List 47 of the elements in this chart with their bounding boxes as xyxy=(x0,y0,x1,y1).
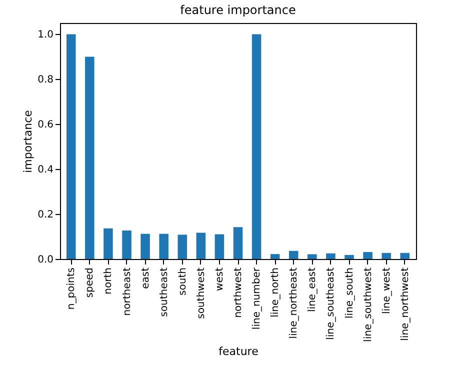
bar xyxy=(400,252,410,259)
y-tick-label: 1.0 xyxy=(38,30,54,41)
x-tick-label: line_south xyxy=(344,268,356,318)
bar xyxy=(233,227,243,259)
x-tick-label: southwest xyxy=(196,267,207,319)
x-tick-label: west xyxy=(214,267,226,291)
bar xyxy=(270,254,280,259)
y-axis-title: importance xyxy=(22,110,35,173)
y-tick-label: 0.8 xyxy=(38,74,54,86)
x-tick-label: line_southwest xyxy=(362,267,374,342)
x-tick-label: line_southeast xyxy=(326,267,337,340)
y-tick-label: 0.2 xyxy=(38,210,54,221)
bar xyxy=(288,250,298,259)
x-tick-label: east xyxy=(140,267,152,289)
bar xyxy=(326,253,336,259)
x-tick-label: northwest xyxy=(233,267,244,318)
y-tick-label: 0.0 xyxy=(38,254,54,266)
bar xyxy=(140,234,150,259)
bar xyxy=(159,234,168,259)
bar xyxy=(104,228,113,259)
x-tick-label: line_northwest xyxy=(400,267,411,341)
bar xyxy=(308,254,317,259)
x-axis-title: feature xyxy=(218,344,259,358)
bar xyxy=(85,56,94,259)
bar xyxy=(214,234,224,259)
x-tick-label: line_northeast xyxy=(288,267,300,339)
x-tick-label: n_points xyxy=(66,268,78,310)
bar xyxy=(252,34,262,259)
x-tick-label: line_east xyxy=(307,267,318,312)
bar xyxy=(122,230,132,259)
x-tick-label: north xyxy=(103,268,114,294)
x-tick-label: speed xyxy=(84,268,96,298)
x-tick-label: southeast xyxy=(158,267,170,317)
y-tick-label: 0.6 xyxy=(38,120,54,131)
x-tick-label: northeast xyxy=(122,267,133,316)
bar xyxy=(66,34,76,259)
bar xyxy=(344,254,354,259)
bar xyxy=(382,252,391,259)
y-tick-label: 0.4 xyxy=(38,164,54,176)
x-tick-label: line_number xyxy=(252,266,263,330)
x-tick-label: south xyxy=(177,268,188,296)
bar xyxy=(196,232,206,259)
bar xyxy=(178,234,188,259)
x-tick-label: line_north xyxy=(270,268,282,318)
bar xyxy=(363,252,372,259)
chart-title: feature importance xyxy=(180,3,296,17)
x-tick-label: line_west xyxy=(381,267,392,314)
